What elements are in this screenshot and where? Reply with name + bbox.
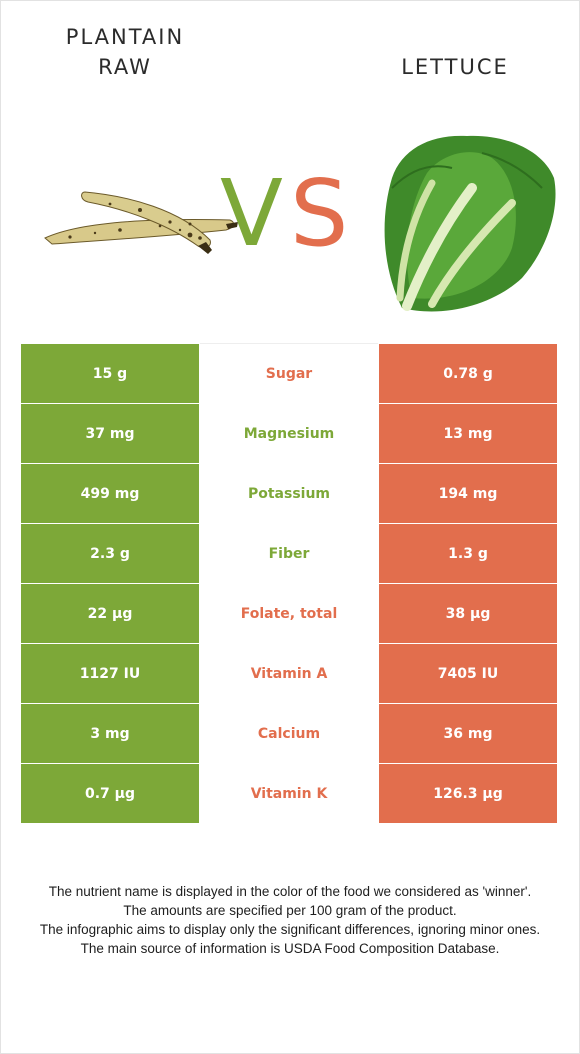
right-value-cell: 13 mg (378, 403, 558, 464)
table-row: 499 mg Potassium 194 mg (20, 463, 558, 524)
left-food-title: PLANTAIN RAW (40, 22, 210, 82)
right-value-cell: 194 mg (378, 463, 558, 524)
nutrient-name-cell: Magnesium (199, 403, 379, 464)
left-value-cell: 37 mg (20, 403, 200, 464)
nutrient-name-cell: Potassium (199, 463, 379, 524)
table-row: 37 mg Magnesium 13 mg (20, 403, 558, 464)
right-value-cell: 38 µg (378, 583, 558, 644)
right-value-cell: 36 mg (378, 703, 558, 764)
right-value-cell: 7405 IU (378, 643, 558, 704)
table-row: 1127 IU Vitamin A 7405 IU (20, 643, 558, 704)
table-row: 2.3 g Fiber 1.3 g (20, 523, 558, 584)
nutrient-name-cell: Folate, total (199, 583, 379, 644)
left-value-cell: 0.7 µg (20, 763, 200, 824)
vs-letter-s: S (290, 160, 349, 267)
footnote-line-1: The nutrient name is displayed in the co… (48, 884, 532, 899)
nutrient-name-cell: Fiber (199, 523, 379, 584)
right-food-title: LETTUCE (401, 55, 509, 79)
plantain-image (44, 191, 238, 254)
left-food-title-line1: PLANTAIN (65, 25, 185, 49)
left-value-cell: 15 g (20, 343, 200, 404)
nutrient-name-cell: Vitamin K (199, 763, 379, 824)
footnote-line-2: The amounts are specified per 100 gram o… (123, 903, 457, 918)
left-food-title-line2: RAW (98, 55, 152, 79)
lettuce-image (384, 135, 556, 312)
right-value-cell: 0.78 g (378, 343, 558, 404)
left-value-cell: 3 mg (20, 703, 200, 764)
vs-letter-v: V (220, 160, 283, 267)
table-row: 0.7 µg Vitamin K 126.3 µg (20, 763, 558, 824)
left-value-cell: 1127 IU (20, 643, 200, 704)
nutrient-name-cell: Vitamin A (199, 643, 379, 704)
table-row: 22 µg Folate, total 38 µg (20, 583, 558, 644)
table-row: 15 g Sugar 0.78 g (20, 343, 558, 404)
footnote: The nutrient name is displayed in the co… (20, 882, 560, 958)
footnote-line-4: The main source of information is USDA F… (80, 941, 500, 956)
nutrient-name-cell: Calcium (199, 703, 379, 764)
left-value-cell: 2.3 g (20, 523, 200, 584)
left-value-cell: 499 mg (20, 463, 200, 524)
right-value-cell: 1.3 g (378, 523, 558, 584)
nutrient-name-cell: Sugar (199, 343, 379, 404)
right-value-cell: 126.3 µg (378, 763, 558, 824)
nutrient-table: 15 g Sugar 0.78 g 37 mg Magnesium 13 mg 499 mg… (20, 343, 558, 824)
table-row: 3 mg Calcium 36 mg (20, 703, 558, 764)
left-value-cell: 22 µg (20, 583, 200, 644)
footnote-line-3: The infographic aims to display only the… (39, 922, 541, 937)
